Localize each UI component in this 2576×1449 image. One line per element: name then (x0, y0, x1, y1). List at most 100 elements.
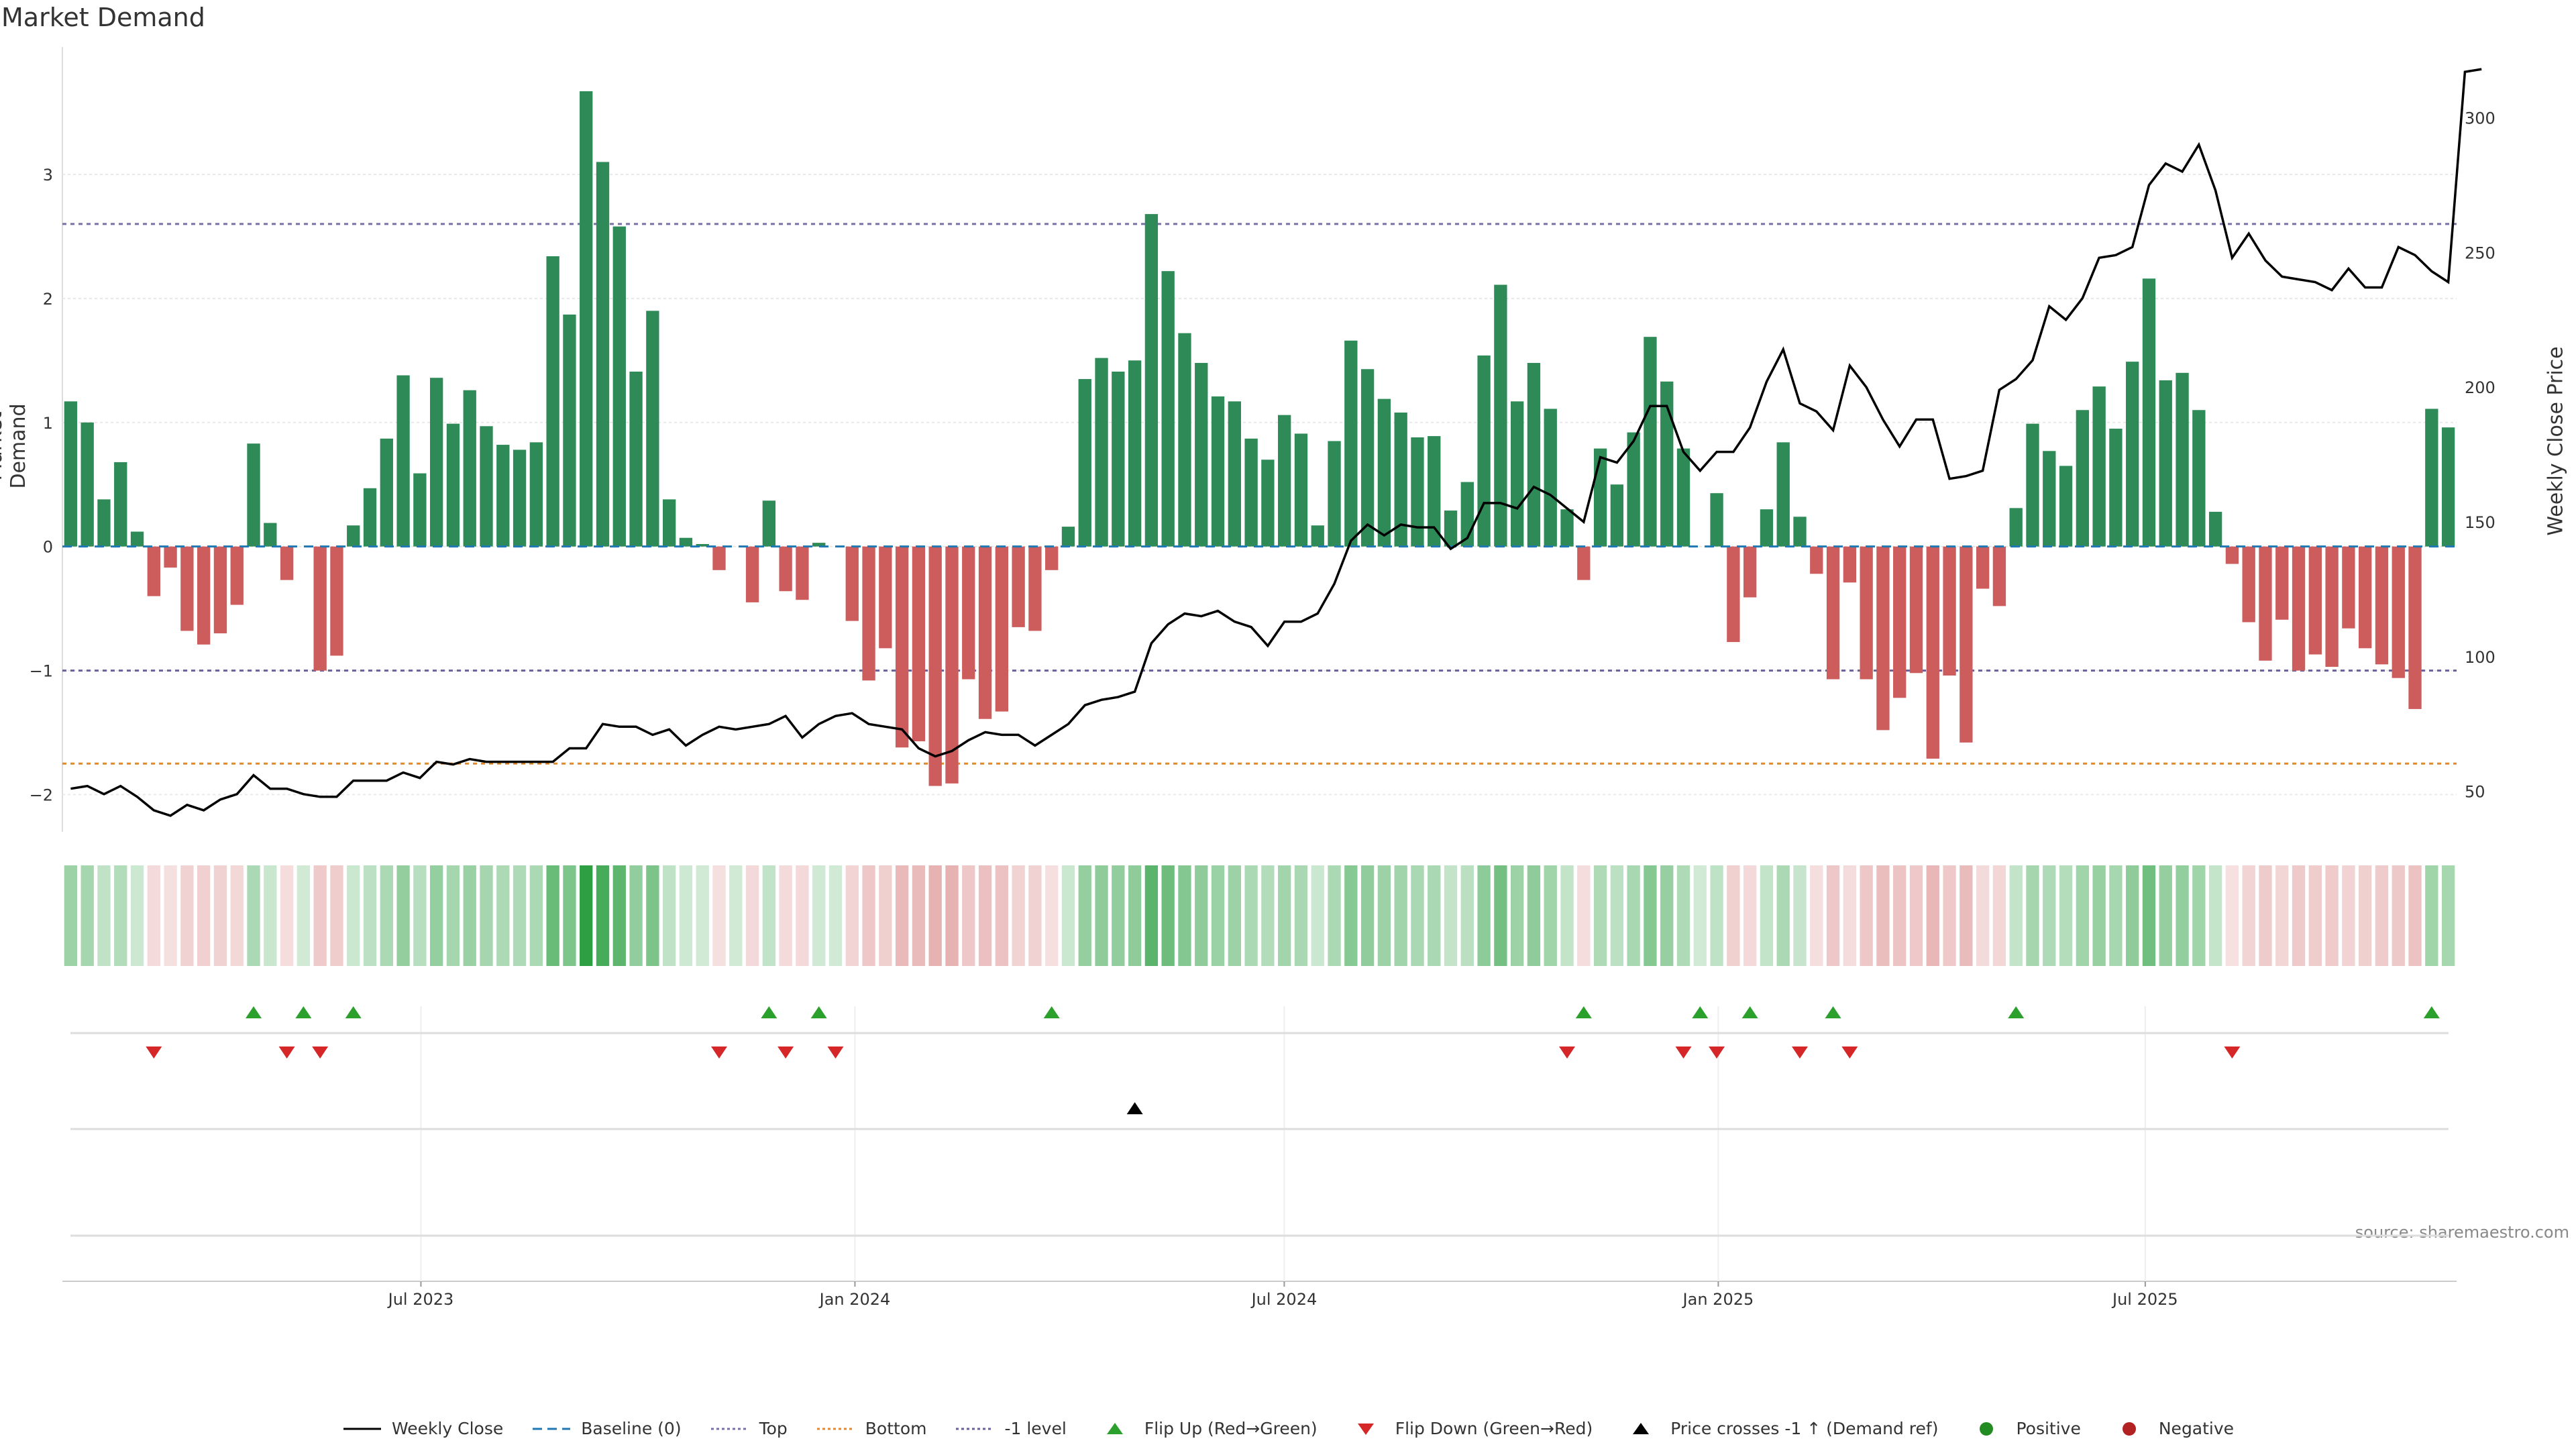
demand-bar (2176, 372, 2189, 547)
heat-cell (845, 865, 859, 966)
demand-bar (879, 546, 892, 649)
y-tick-label: −1 (30, 662, 53, 681)
heat-cell (1810, 865, 1823, 966)
heat-cell (563, 865, 576, 966)
heat-cell (2375, 865, 2389, 966)
chart-title: Market Demand (1, 3, 205, 32)
heat-cell (1278, 865, 1291, 966)
heat-cell (2059, 865, 2073, 966)
demand-bar (2142, 278, 2156, 547)
heat-cell (879, 865, 892, 966)
heat-cell (580, 865, 593, 966)
heat-cell (1660, 865, 1674, 966)
heat-cell (2359, 865, 2372, 966)
heat-cell (646, 865, 659, 966)
heat-cell (2076, 865, 2090, 966)
demand-bar (596, 162, 610, 547)
demand-bar (1411, 437, 1424, 547)
demand-bar (347, 525, 360, 547)
heat-cell (1061, 865, 1075, 966)
demand-bar (1976, 546, 1990, 589)
heat-cell (1876, 865, 1890, 966)
heat-cell (446, 865, 460, 966)
x-tick-label: Jan 2024 (818, 1290, 891, 1309)
heat-cell (1477, 865, 1491, 966)
flip-up-marker (1825, 1006, 1841, 1018)
demand-bar (1444, 511, 1458, 547)
demand-bar (1776, 442, 1790, 547)
demand-bar (2159, 380, 2172, 547)
demand-bar (480, 426, 493, 547)
demand-bar (1943, 546, 1956, 676)
y-tick-label: 3 (43, 166, 53, 184)
heat-cell (995, 865, 1009, 966)
y-tick-label: 0 (43, 538, 53, 557)
heat-cell (1028, 865, 1042, 966)
heat-cell (745, 865, 759, 966)
heat-cell (297, 865, 311, 966)
demand-bar (1992, 546, 2006, 606)
demand-bar (580, 91, 593, 547)
heat-cell (2275, 865, 2289, 966)
demand-bar (1045, 546, 1059, 570)
flip-up-marker (1741, 1006, 1758, 1018)
demand-bar (1244, 438, 1258, 547)
heat-cell (1960, 865, 1973, 966)
legend-symbol-icon (1106, 1422, 1123, 1434)
demand-bar (1344, 340, 1358, 547)
flip-down-marker (1841, 1046, 1858, 1059)
demand-bar (2292, 546, 2306, 671)
demand-bar (2192, 410, 2206, 547)
heat-cell (529, 865, 543, 966)
legend-label: Top (759, 1419, 788, 1438)
heat-cell (496, 865, 510, 966)
flip-down-marker (278, 1046, 295, 1059)
demand-bar (1095, 358, 1108, 547)
heat-cell (1843, 865, 1857, 966)
demand-bar (1760, 509, 1774, 547)
heat-cell (1976, 865, 1990, 966)
heat-cell (1676, 865, 1690, 966)
legend-label: Flip Up (Red→Green) (1144, 1419, 1318, 1438)
heat-cell (463, 865, 476, 966)
demand-bar (1494, 284, 1507, 547)
heat-cell (1460, 865, 1474, 966)
demand-bar (264, 523, 277, 547)
heat-cell (264, 865, 277, 966)
heat-cell (629, 865, 643, 966)
heat-cell (1144, 865, 1159, 966)
heat-cell (513, 865, 527, 966)
heat-cell (1926, 865, 1939, 966)
heat-cell (2259, 865, 2272, 966)
demand-bar (1743, 546, 1757, 598)
flip-down-marker (1792, 1046, 1809, 1059)
demand-bar (928, 546, 942, 786)
legend-item: Bottom (816, 1419, 926, 1438)
heat-cell (2109, 865, 2123, 966)
heat-cell (80, 865, 94, 966)
legend-item: Weekly Close (342, 1419, 503, 1438)
demand-bar (845, 546, 859, 621)
heat-cell (1244, 865, 1258, 966)
demand-bar (779, 546, 792, 592)
heat-cell (812, 865, 826, 966)
heat-cell (2392, 865, 2405, 966)
heat-cell (2159, 865, 2172, 966)
heat-cell (1161, 865, 1175, 966)
demand-bar (1360, 369, 1375, 547)
y-tick-label: 1 (43, 414, 53, 433)
demand-bar (1428, 436, 1441, 547)
legend: Weekly Close Baseline (0) Top Bottom -1 leve… (0, 1419, 2576, 1438)
heat-cell (363, 865, 377, 966)
demand-bar (696, 543, 709, 547)
demand-bar (1710, 493, 1723, 547)
x-tick-label: Jul 2023 (387, 1290, 454, 1309)
demand-bar (2009, 508, 2023, 547)
heat-cell (1128, 865, 1142, 966)
demand-bar (2325, 546, 2339, 667)
heat-cell (1411, 865, 1424, 966)
demand-bar (1012, 546, 1025, 627)
demand-bar (2076, 410, 2090, 547)
heat-cell (1560, 865, 1574, 966)
y2-tick-label: 200 (2465, 378, 2496, 397)
